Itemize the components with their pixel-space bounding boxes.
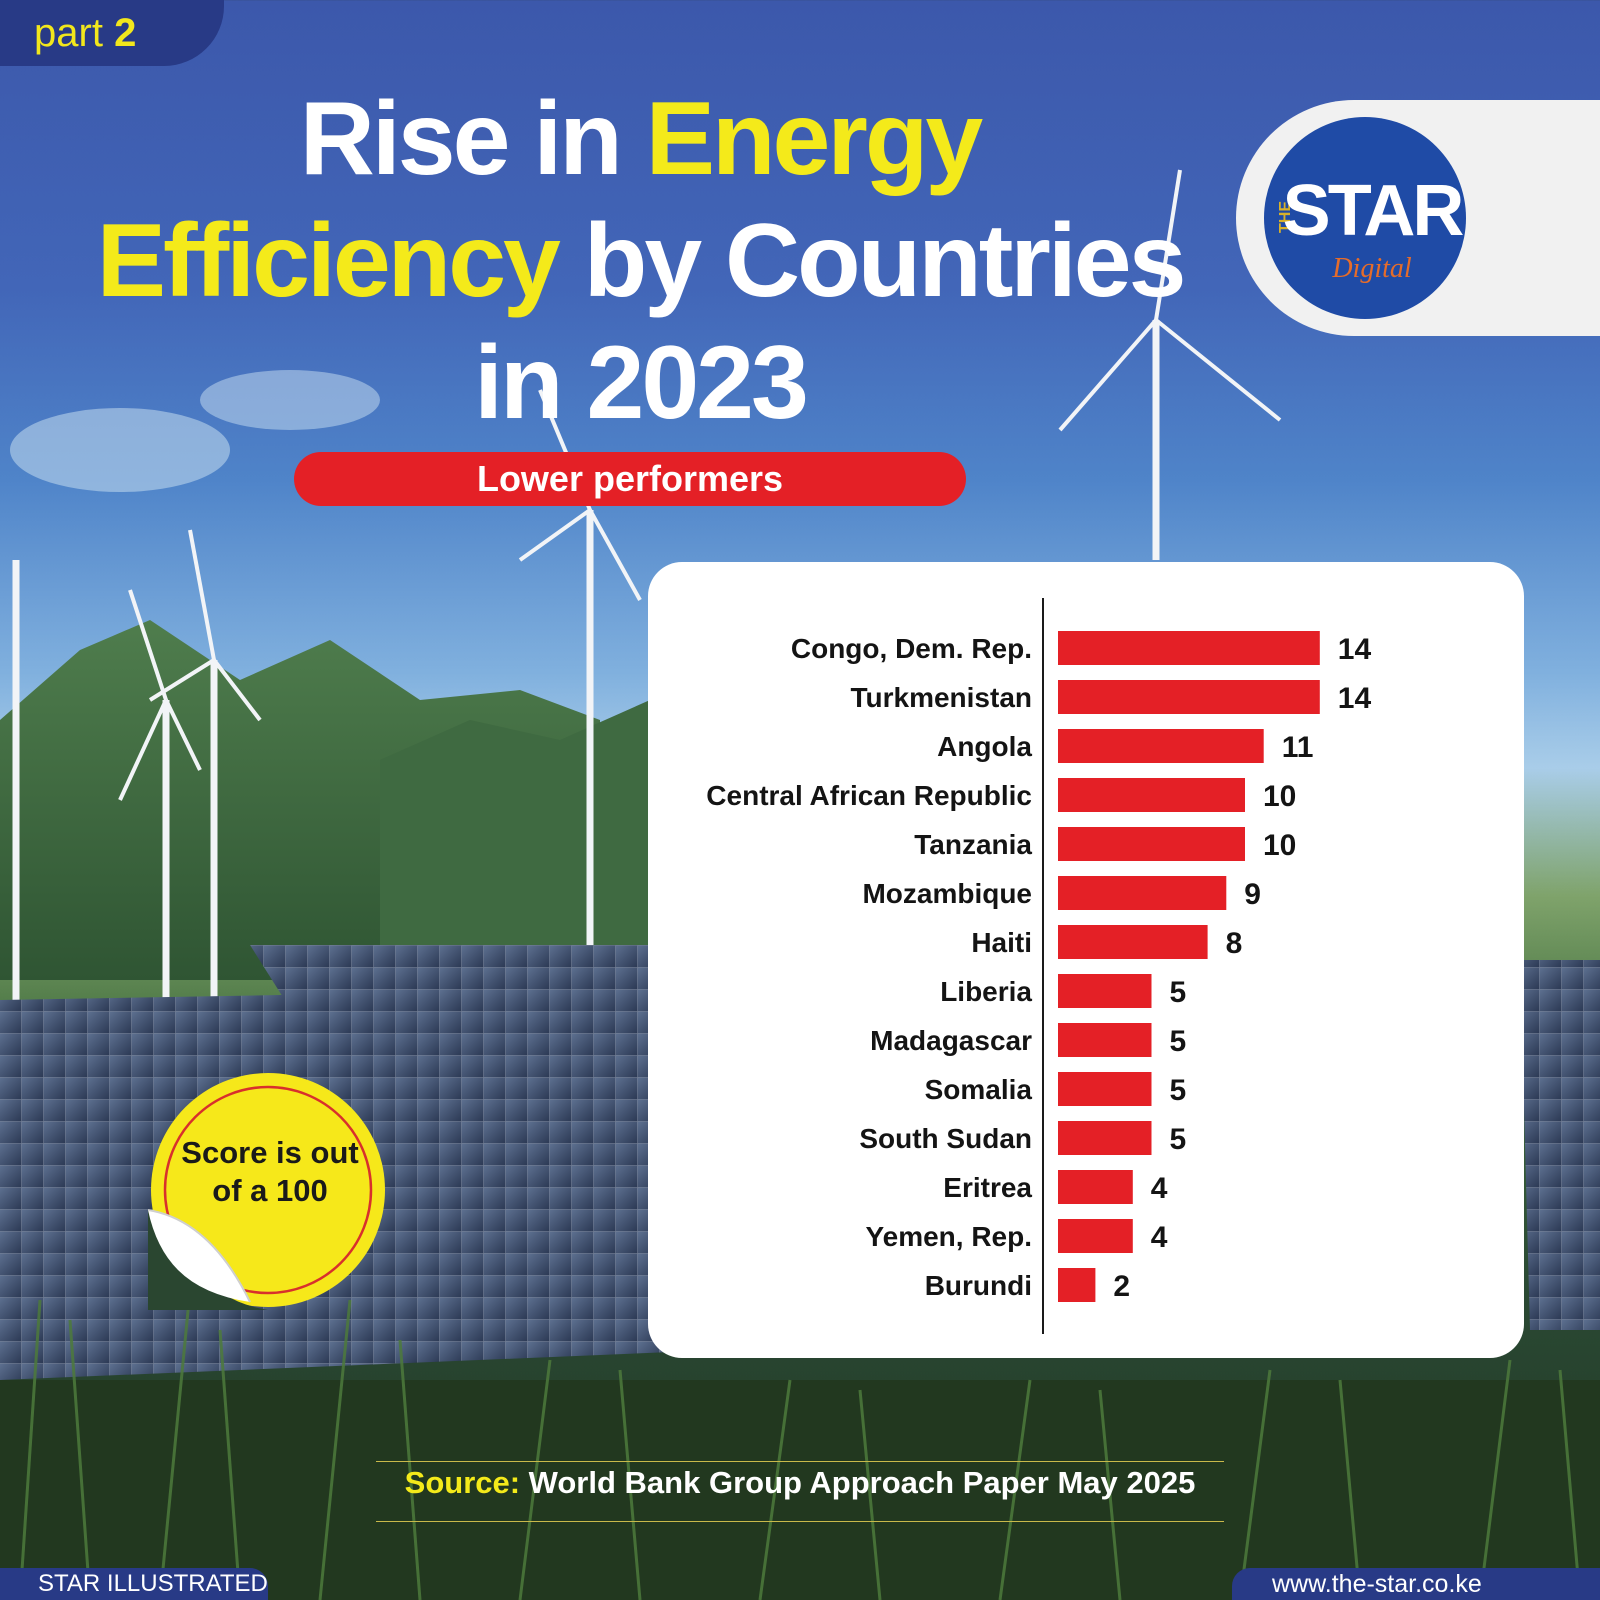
part-word: part [34,11,103,55]
source-note: Source: World Bank Group Approach Paper … [376,1465,1224,1501]
bar-chart: Congo, Dem. Rep. 14 Turkmenistan 14 Angola 11… [706,598,1372,1334]
value-label: 14 [1338,682,1372,715]
bar [1058,1219,1133,1253]
bar [1058,680,1320,714]
value-label: 5 [1170,976,1187,1009]
bar [1058,1170,1133,1204]
value-label: 10 [1263,780,1296,813]
section-label-pill: Lower performers [294,452,966,506]
bar [1058,729,1264,763]
score-note-badge [148,1073,385,1310]
category-label: Eritrea [943,1172,1032,1203]
value-label: 2 [1113,1270,1130,1303]
title-line1-plain: Rise in [299,81,646,197]
value-label: 10 [1263,829,1296,862]
category-label: Haiti [971,927,1032,958]
footer-website: www.the-star.co.ke [1232,1568,1600,1600]
value-label: 14 [1338,633,1372,666]
footer-credit: STAR ILLUSTRATED [0,1568,268,1600]
category-label: Congo, Dem. Rep. [791,633,1032,664]
chart-card: Congo, Dem. Rep. 14 Turkmenistan 14 Angola 11… [648,562,1524,1358]
value-label: 4 [1151,1172,1168,1205]
source-text: World Bank Group Approach Paper May 2025 [520,1465,1196,1500]
category-label: Turkmenistan [850,682,1032,713]
source-divider-bottom [376,1521,1224,1522]
bar [1058,1268,1096,1302]
value-label: 11 [1282,731,1314,764]
category-label: Madagascar [870,1025,1032,1056]
bar [1058,1023,1152,1057]
title-line1-highlight: Energy [645,81,984,197]
bar [1058,974,1152,1008]
category-label: Tanzania [914,829,1032,860]
title-line2-highlight: Efficiency [96,203,561,319]
part-number: 2 [114,11,137,55]
category-label: Somalia [925,1074,1033,1105]
bar [1058,827,1245,861]
value-label: 4 [1151,1221,1168,1254]
bar [1058,1121,1152,1155]
title-line2-plain: by Countries [557,203,1187,319]
star-digital-logo: THE STAR Digital [1264,117,1466,319]
logo-the: THE [1277,201,1294,233]
bar [1058,631,1320,665]
title-line3: in 2023 [474,325,809,441]
category-label: Angola [937,731,1032,762]
category-label: Liberia [940,976,1032,1007]
logo-mark: THE STAR Digital [1277,171,1466,284]
bar [1058,778,1245,812]
source-divider-top [376,1461,1224,1462]
logo-star: STAR [1283,171,1464,251]
category-label: Central African Republic [706,780,1032,811]
bar [1058,1072,1152,1106]
score-note: Score is out of a 100 [181,1135,359,1208]
value-label: 9 [1244,878,1261,911]
value-label: 5 [1170,1123,1187,1156]
value-label: 5 [1170,1074,1187,1107]
value-label: 5 [1170,1025,1187,1058]
category-label: South Sudan [859,1123,1032,1154]
part-tab: part 2 [0,0,224,66]
category-label: Yemen, Rep. [865,1221,1032,1252]
bar [1058,876,1227,910]
category-label: Mozambique [862,878,1032,909]
source-label: Source: [404,1465,521,1500]
bar [1058,925,1208,959]
category-label: Burundi [925,1270,1032,1301]
logo-digital: Digital [1331,253,1412,284]
value-label: 8 [1226,927,1243,960]
page-title: Rise in Energy Efficiency by Countries i… [50,78,1230,444]
